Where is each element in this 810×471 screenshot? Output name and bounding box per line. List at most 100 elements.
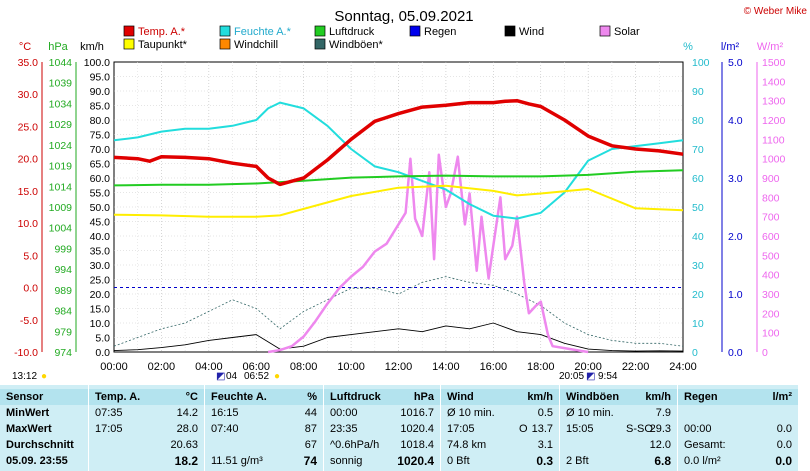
gusts-series [113, 276, 684, 347]
x-tick-label: 16:00 [480, 361, 508, 371]
tick-label: 999 [54, 243, 72, 255]
gusts-bft: 2 Bft [566, 455, 589, 467]
sunrise-time: 13:12 [12, 371, 38, 382]
tick-label: 45.0 [90, 217, 111, 229]
chart-title: Sonntag, 05.09.2021 [334, 8, 473, 25]
axis-units: °C hPa km/h% l/m² W/m² [19, 41, 784, 53]
wind-direction: O [519, 423, 528, 435]
dewpoint-series [113, 184, 684, 218]
tick-label: 1014 [49, 181, 73, 193]
tick-label: 900 [762, 173, 780, 185]
humidity-min-time: 16:15 [211, 407, 239, 419]
legend-label: Taupunkt* [138, 39, 188, 51]
temp-series [113, 98, 684, 187]
temp-unit: °C [185, 391, 198, 403]
tick-label: 10.0 [18, 218, 39, 230]
tick-label: 20.0 [18, 154, 39, 166]
moonset-icon: ◩ [586, 371, 596, 382]
gusts-unit: km/h [645, 391, 671, 403]
x-tick-label: 22:00 [622, 361, 650, 371]
tick-label: 60 [692, 173, 704, 185]
axis-unit: km/h [80, 41, 104, 53]
legend-swatch [314, 38, 326, 50]
rain-max-value: 0.0 [776, 423, 792, 435]
copyright-text: © Weber Mike [744, 6, 808, 17]
tick-label: 1004 [49, 223, 73, 235]
temp-header: Temp. A. [95, 391, 141, 403]
tick-label: 15.0 [90, 304, 111, 316]
gusts-column: Windböen km/h Ø 10 min. 7.9 15:05 S-SO 29.3 … [560, 385, 677, 471]
sunset-time: 06:52 [244, 371, 270, 382]
wind-max-time: 17:05 [447, 423, 475, 435]
temp-column: Temp. A. °C 07:35 14.2 17:05 28.0 20.63 18.… [89, 385, 204, 471]
wind-avg-label: Ø 10 min. [447, 407, 495, 419]
plot-area [113, 61, 684, 353]
tick-label: 30 [692, 260, 704, 272]
tick-label: 1019 [49, 161, 73, 173]
pressure-column: Luftdruck hPa 00:00 1016.7 23:35 1020.4 ^0.… [324, 385, 440, 471]
rain-current-value: 0.0 [775, 454, 792, 468]
gusts-max-value: 29.3 [649, 423, 671, 435]
tick-label: 700 [762, 212, 780, 224]
tick-label: 50 [692, 202, 704, 214]
pressure-current-value: 1020.4 [397, 454, 434, 468]
tick-label: 15.0 [18, 186, 39, 198]
gusts-current-value: 6.8 [654, 454, 671, 468]
axis-unit: W/m² [757, 41, 784, 53]
wind-header: Wind [447, 391, 474, 403]
tick-label: 1500 [762, 57, 786, 69]
tick-label: 1000 [762, 154, 786, 166]
pressure-avg-value: 1018.4 [400, 439, 434, 451]
legend-swatch [504, 25, 516, 37]
tick-label: 5.0 [728, 57, 743, 69]
pressure-min-time: 00:00 [330, 407, 358, 419]
x-tick-label: 06:00 [242, 361, 270, 371]
data-series [113, 98, 684, 354]
humidity-header: Feuchte A. [211, 391, 267, 403]
tick-label: 80 [692, 115, 704, 127]
tick-label: 40.0 [90, 231, 111, 243]
tick-label: 1029 [49, 119, 73, 131]
wind-max-value: 13.7 [531, 423, 553, 435]
legend-label: Windchill [234, 39, 278, 51]
tick-label: 0 [692, 347, 698, 359]
legend-label: Solar [614, 26, 640, 38]
x-tick-label: 14:00 [432, 361, 460, 371]
tick-label: 10.0 [90, 318, 111, 330]
tick-label: 100.0 [84, 57, 110, 69]
tick-label: 95.0 [90, 72, 111, 84]
rain-total-value: 0.0 [776, 439, 792, 451]
tick-label: 800 [762, 192, 780, 204]
axis-unit: hPa [48, 41, 68, 53]
legend-swatch [599, 25, 611, 37]
gusts-max-time: 15:05 [566, 423, 594, 435]
rain-column: Regen l/m² 00:00 0.0 Gesamt: 0.0 0.0 l/m² 0.… [678, 385, 798, 471]
gusts-direction: S-SO [626, 423, 653, 435]
legend-swatch [123, 25, 135, 37]
x-tick-label: 10:00 [337, 361, 365, 371]
legend-label: Temp. A.* [138, 26, 186, 38]
tick-label: 500 [762, 250, 780, 262]
durchschnitt-label: Durchschnitt [6, 439, 74, 451]
temp-current-value: 18.2 [174, 454, 198, 468]
tick-label: 10 [692, 318, 704, 330]
tick-label: 1044 [49, 57, 73, 69]
rain-time: 00:00 [684, 423, 712, 435]
temp-min-time: 07:35 [95, 407, 123, 419]
sun-icon: ● [41, 371, 48, 382]
tick-label: 979 [54, 326, 72, 338]
tick-label: 1034 [49, 98, 73, 110]
stats-table: Sensor MinWert MaxWert Durchschnitt 05.0… [0, 385, 810, 471]
tick-label: 994 [54, 264, 72, 276]
humidity-max-time: 07:40 [211, 423, 239, 435]
wind-run: 74.8 km [447, 439, 487, 451]
pressure-max-time: 23:35 [330, 423, 358, 435]
tick-label: 20.0 [90, 289, 111, 301]
pressure-series [113, 169, 684, 187]
tick-label: 989 [54, 285, 72, 297]
tick-label: 200 [762, 308, 780, 320]
humidity-min-value: 44 [304, 407, 317, 419]
x-tick-label: 04:00 [195, 361, 223, 371]
rain-unit: l/m² [772, 391, 792, 403]
